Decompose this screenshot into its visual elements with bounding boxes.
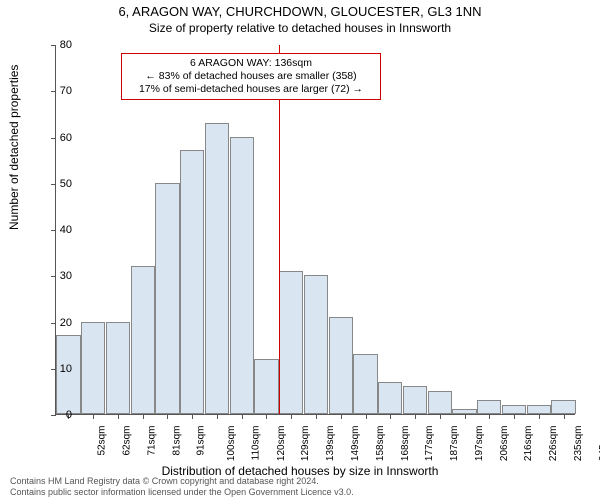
x-tick-mark: [465, 414, 466, 419]
x-tick-label: 206sqm: [499, 426, 510, 462]
x-tick-label: 158sqm: [375, 426, 386, 462]
histogram-bar: [353, 354, 377, 414]
x-tick-mark: [489, 414, 490, 419]
x-tick-mark: [143, 414, 144, 419]
x-tick-label: 177sqm: [424, 426, 435, 462]
histogram-bar: [477, 400, 501, 414]
x-tick-label: 139sqm: [325, 426, 336, 462]
x-tick-label: 187sqm: [449, 426, 460, 462]
chart-title-line1: 6, ARAGON WAY, CHURCHDOWN, GLOUCESTER, G…: [0, 4, 600, 19]
x-tick-mark: [366, 414, 367, 419]
footer-line2: Contains public sector information licen…: [10, 487, 354, 498]
histogram-bar: [155, 183, 179, 414]
x-tick-mark: [217, 414, 218, 419]
histogram-bar: [205, 123, 229, 414]
x-tick-label: 110sqm: [250, 426, 261, 461]
x-tick-label: 100sqm: [226, 426, 237, 462]
y-tick-label: 0: [32, 409, 72, 421]
callout-line3: 17% of semi-detached houses are larger (…: [128, 83, 374, 96]
x-tick-mark: [192, 414, 193, 419]
x-tick-mark: [341, 414, 342, 419]
x-tick-mark: [93, 414, 94, 419]
y-axis-label: Number of detached properties: [7, 65, 21, 230]
y-tick-label: 20: [32, 317, 72, 329]
histogram-bar: [329, 317, 353, 414]
footer-attribution: Contains HM Land Registry data © Crown c…: [10, 476, 354, 498]
y-tick-label: 40: [32, 224, 72, 236]
histogram-bar: [527, 405, 551, 414]
x-tick-mark: [514, 414, 515, 419]
x-tick-mark: [564, 414, 565, 419]
x-tick-mark: [539, 414, 540, 419]
chart-title-line2: Size of property relative to detached ho…: [0, 21, 600, 35]
histogram-bar: [428, 391, 452, 414]
histogram-bar: [502, 405, 526, 414]
callout-line1: 6 ARAGON WAY: 136sqm: [128, 57, 374, 70]
x-tick-label: 71sqm: [146, 426, 157, 456]
x-tick-label: 91sqm: [196, 426, 207, 456]
x-tick-label: 216sqm: [523, 426, 534, 462]
x-tick-label: 129sqm: [301, 426, 312, 462]
y-tick-label: 10: [32, 363, 72, 375]
x-tick-mark: [266, 414, 267, 419]
y-tick-label: 70: [32, 85, 72, 97]
callout-line2: ← 83% of detached houses are smaller (35…: [128, 70, 374, 83]
x-tick-label: 149sqm: [350, 426, 361, 462]
x-tick-label: 197sqm: [474, 426, 485, 462]
histogram-bar: [403, 386, 427, 414]
x-tick-mark: [242, 414, 243, 419]
x-tick-mark: [415, 414, 416, 419]
histogram-bar: [230, 137, 254, 415]
x-tick-label: 226sqm: [548, 426, 559, 462]
x-tick-mark: [316, 414, 317, 419]
x-tick-label: 52sqm: [97, 426, 108, 456]
x-tick-label: 62sqm: [122, 426, 133, 456]
y-tick-label: 60: [32, 132, 72, 144]
histogram-bar: [551, 400, 575, 414]
y-tick-label: 30: [32, 270, 72, 282]
histogram-bar: [81, 322, 105, 415]
y-tick-label: 50: [32, 178, 72, 190]
plot-area: 52sqm62sqm71sqm81sqm91sqm100sqm110sqm120…: [55, 45, 575, 415]
footer-line1: Contains HM Land Registry data © Crown c…: [10, 476, 354, 487]
histogram-bar: [106, 322, 130, 415]
x-tick-mark: [440, 414, 441, 419]
x-tick-mark: [291, 414, 292, 419]
histogram-bar: [279, 271, 303, 414]
histogram-bar: [131, 266, 155, 414]
x-tick-label: 235sqm: [573, 426, 584, 462]
x-tick-label: 120sqm: [276, 426, 287, 462]
histogram-bar: [304, 275, 328, 414]
histogram-bar: [378, 382, 402, 414]
x-tick-mark: [167, 414, 168, 419]
x-tick-mark: [118, 414, 119, 419]
histogram-bar: [180, 150, 204, 414]
x-tick-label: 168sqm: [400, 426, 411, 462]
histogram-bar: [254, 359, 278, 415]
x-tick-mark: [390, 414, 391, 419]
chart-container: 6, ARAGON WAY, CHURCHDOWN, GLOUCESTER, G…: [0, 0, 600, 500]
y-tick-label: 80: [32, 39, 72, 51]
x-tick-label: 81sqm: [171, 426, 182, 456]
callout-box: 6 ARAGON WAY: 136sqm← 83% of detached ho…: [121, 53, 381, 100]
